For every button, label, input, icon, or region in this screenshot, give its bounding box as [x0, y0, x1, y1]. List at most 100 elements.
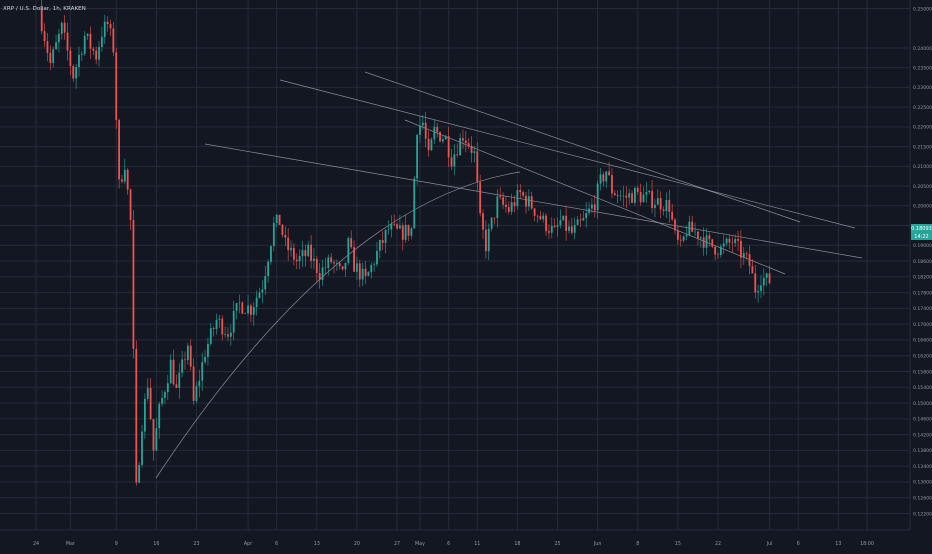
candle-body	[404, 224, 407, 240]
candle	[221, 315, 224, 341]
candle-body	[648, 190, 651, 193]
price-axis-label: 0.24000	[913, 46, 932, 52]
candle	[358, 259, 361, 288]
candle	[427, 130, 430, 157]
price-axis-label: 0.17800	[913, 290, 932, 296]
price-axis-label: 0.17000	[913, 322, 932, 328]
candle-body	[671, 211, 674, 220]
candle	[659, 191, 662, 218]
candle-body	[745, 253, 748, 255]
candle	[519, 183, 522, 200]
candle	[502, 192, 504, 209]
candle	[278, 214, 281, 225]
candle	[740, 230, 742, 268]
candle-body	[164, 392, 166, 398]
candle	[356, 256, 358, 281]
candle-body	[453, 154, 456, 167]
candle-body	[505, 204, 507, 208]
candle-body	[542, 215, 545, 220]
time-axis-label: Jul	[766, 541, 773, 547]
price-axis-labels: 0.25000 0.24000 0.23500 0.23000 0.22500 0.220…	[913, 6, 932, 517]
candle	[313, 248, 315, 270]
candle-body	[212, 328, 215, 330]
candle-body	[407, 224, 410, 236]
candle-body	[55, 42, 57, 50]
candle	[593, 194, 596, 218]
time-axis-label: 6	[447, 541, 450, 547]
candle-body	[447, 136, 450, 158]
candle-body	[207, 343, 209, 358]
candle-body	[410, 228, 413, 236]
candle-body	[172, 359, 175, 385]
candle-body	[52, 49, 55, 63]
time-axis-label: 20	[354, 541, 360, 547]
candle	[625, 186, 628, 209]
candle-body	[192, 366, 195, 401]
candle	[224, 326, 227, 338]
candle-body	[396, 224, 398, 229]
candle	[204, 349, 206, 364]
candle-body	[668, 200, 671, 212]
time-axis-label: 16	[153, 541, 159, 547]
candle	[602, 171, 605, 187]
candle	[381, 231, 384, 251]
candle-body	[244, 313, 247, 314]
candle-body	[161, 397, 163, 404]
candle	[410, 226, 413, 240]
candle	[178, 363, 181, 399]
candle	[433, 119, 436, 145]
candle	[55, 34, 57, 50]
candle	[582, 210, 585, 221]
candle	[353, 240, 355, 272]
candle-body	[502, 197, 504, 205]
candle-body	[221, 318, 224, 335]
candle-body	[298, 256, 301, 262]
candle	[333, 259, 335, 274]
time-axis-label: 23	[193, 541, 199, 547]
candle	[250, 303, 252, 323]
candle-body	[235, 303, 238, 311]
candle	[725, 236, 728, 247]
candle-body	[78, 54, 80, 67]
candle	[748, 245, 751, 275]
price-tag-countdown: 14:22	[914, 234, 928, 240]
candle-body	[224, 334, 227, 335]
candle-body	[685, 235, 688, 237]
candle-body	[507, 207, 510, 212]
candle	[588, 202, 590, 216]
candle	[393, 214, 396, 227]
candle-body	[310, 244, 312, 261]
candle	[768, 265, 771, 285]
candle-body	[209, 328, 212, 344]
candle-body	[553, 225, 556, 227]
candle-body	[350, 238, 353, 248]
candle	[527, 189, 530, 211]
price-axis-label: 0.14600	[913, 417, 932, 423]
candle	[453, 144, 456, 176]
candle	[499, 187, 502, 200]
candle-body	[275, 214, 278, 223]
candle	[608, 162, 611, 177]
time-axis-label: 27	[394, 541, 400, 547]
candle-body	[714, 246, 717, 255]
candle	[685, 225, 688, 241]
candle	[270, 245, 272, 265]
candle-body	[327, 257, 330, 268]
candle-body	[751, 265, 754, 274]
candle	[573, 217, 576, 240]
candle-body	[387, 229, 390, 231]
candle	[464, 131, 467, 153]
candle	[668, 189, 671, 223]
candle	[676, 225, 679, 245]
candle-body	[688, 221, 691, 236]
candle	[324, 257, 327, 275]
candle	[688, 215, 691, 237]
candle-body	[255, 297, 258, 307]
price-axis-panel[interactable]	[910, 0, 932, 550]
candle	[401, 222, 404, 251]
candle	[252, 301, 255, 326]
candle-body	[347, 238, 350, 263]
candle	[141, 424, 143, 468]
